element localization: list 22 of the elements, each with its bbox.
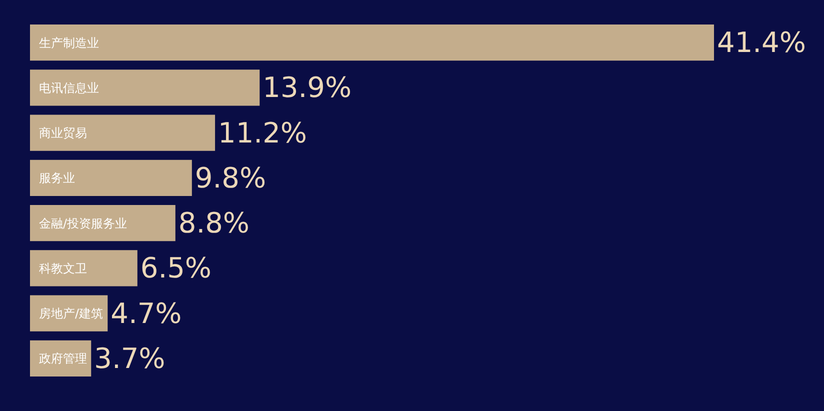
data-label: 41.4% [717, 26, 806, 60]
data-label: 4.7% [110, 296, 182, 330]
data-label: 8.8% [178, 206, 250, 240]
bar [30, 70, 260, 106]
y-tick-label: 金融/投资服务业 [39, 216, 128, 230]
data-label: 9.8% [194, 161, 266, 194]
bar [30, 160, 192, 196]
data-label: 11.2% [218, 116, 307, 150]
y-tick-label: 政府管理 [39, 352, 87, 366]
y-tick-label: 商业贸易 [39, 126, 87, 140]
data-label: 13.9% [262, 71, 352, 104]
y-tick-label: 服务业 [39, 171, 75, 186]
data-label: 6.5% [140, 252, 212, 285]
y-tick-label: 科教文卫 [39, 261, 87, 276]
bar [30, 250, 138, 286]
bar [30, 114, 216, 151]
bar [30, 205, 176, 242]
data-label: 3.7% [94, 342, 166, 375]
y-tick-label: 房地产/建筑 [39, 306, 104, 321]
y-tick-label: 生产制造业 [39, 36, 99, 50]
bar [30, 24, 714, 61]
y-tick-label: 电讯信息业 [39, 80, 99, 95]
